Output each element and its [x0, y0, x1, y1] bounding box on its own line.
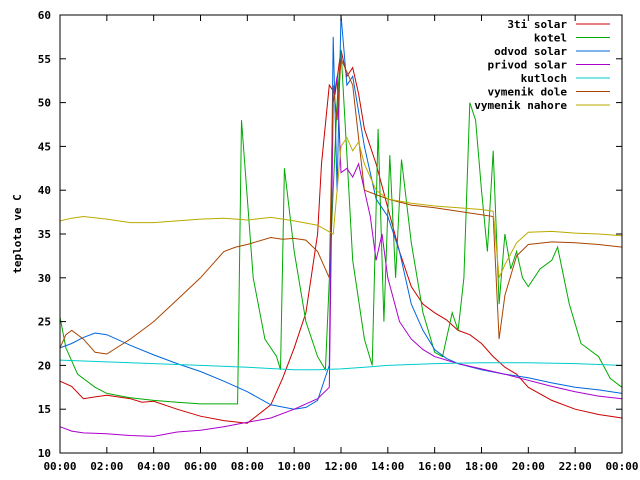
legend-label-3: odvod solar: [494, 45, 567, 58]
series-line-2: [59, 49, 623, 405]
x-tick-label: 14:00: [371, 460, 404, 473]
legend-label-6: vymenik dole: [488, 86, 568, 99]
y-tick-label: 15: [38, 403, 51, 416]
y-tick-label: 40: [38, 184, 51, 197]
y-tick-label: 25: [38, 316, 51, 329]
x-tick-label: 00:00: [605, 460, 638, 473]
x-tick-label: 08:00: [231, 460, 264, 473]
x-tick-label: 02:00: [90, 460, 123, 473]
legend-label-4: privod solar: [488, 59, 568, 72]
y-tick-label: 45: [38, 140, 51, 153]
legend-label-5: kutloch: [521, 72, 567, 85]
x-tick-label: 00:00: [43, 460, 76, 473]
legend-label-1: 3ti solar: [507, 18, 567, 31]
legend-label-7: vymenik nahore: [474, 99, 567, 112]
series-line-6: [59, 58, 623, 355]
x-tick-label: 18:00: [465, 460, 498, 473]
ticks-layer: 10 15 20 25 30 35 40 45 50 55 60 00:00 02:00 04:00 06:…: [38, 9, 639, 473]
series-line-1: [59, 49, 623, 424]
x-tick-label: 10:00: [278, 460, 311, 473]
y-tick-label: 50: [38, 97, 51, 110]
series-line-7: [59, 136, 623, 279]
y-axis-label: teplota ve C: [11, 194, 24, 273]
y-tick-label: 10: [38, 447, 51, 460]
x-tick-label: 04:00: [137, 460, 170, 473]
x-tick-label: 16:00: [418, 460, 451, 473]
y-tick-label: 60: [38, 9, 51, 22]
y-tick-label: 30: [38, 272, 51, 285]
x-tick-label: 22:00: [559, 460, 592, 473]
series-line-5: [59, 359, 623, 371]
x-tick-label: 20:00: [512, 460, 545, 473]
y-tick-label: 20: [38, 359, 51, 372]
legend-label-2: kotel: [534, 32, 567, 45]
x-tick-label: 06:00: [184, 460, 217, 473]
y-tick-label: 55: [38, 53, 51, 66]
x-tick-label: 12:00: [324, 460, 357, 473]
y-tick-label: 35: [38, 228, 51, 241]
series-line-4: [59, 76, 623, 437]
